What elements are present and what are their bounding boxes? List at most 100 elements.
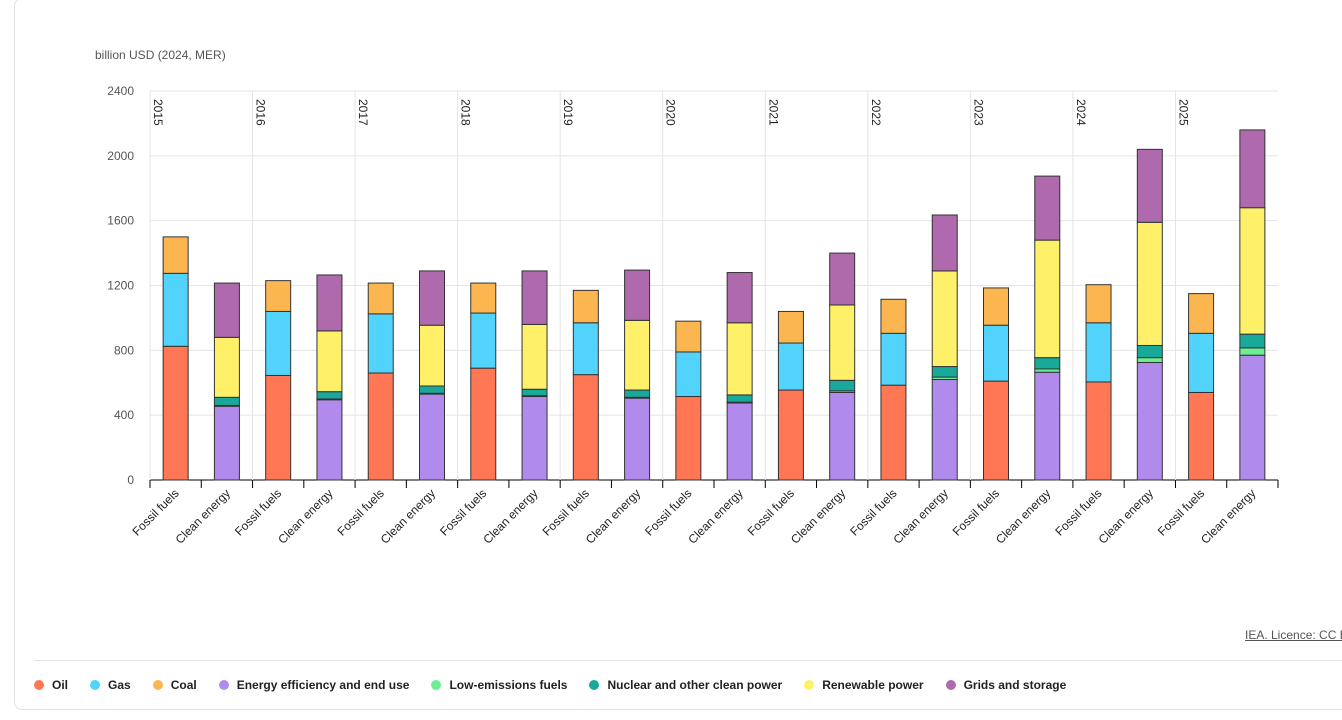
bar-segment-oil[interactable] — [983, 380, 1009, 481]
bar-segment-energy-efficiency-and-end-use[interactable] — [829, 391, 856, 481]
legend-item[interactable]: Low-emissions fuels — [431, 678, 567, 692]
bar-segment-nuclear-and-other-clean-power[interactable] — [726, 394, 753, 403]
bar-segment-grids-and-storage[interactable] — [419, 270, 445, 326]
bar-segment-renewable-power[interactable] — [624, 319, 651, 391]
bar-segment-energy-efficiency-and-end-use[interactable] — [624, 397, 651, 481]
legend-item[interactable]: Grids and storage — [945, 678, 1066, 692]
bar-segment-gas[interactable] — [162, 272, 189, 347]
bar-segment-energy-efficiency-and-end-use[interactable] — [1239, 354, 1266, 481]
bar-segment-nuclear-and-other-clean-power[interactable] — [213, 396, 240, 406]
bar-segment-energy-efficiency-and-end-use[interactable] — [316, 399, 343, 481]
bar-segment-grids-and-storage[interactable] — [213, 282, 240, 338]
bar-segment-oil[interactable] — [777, 389, 804, 481]
bar-segment-gas[interactable] — [572, 322, 599, 376]
source-licence-link[interactable]: IEA. Licence: CC BY 4.0 — [1245, 628, 1342, 642]
bar-segment-oil[interactable] — [1188, 391, 1215, 481]
bar-segment-energy-efficiency-and-end-use[interactable] — [931, 379, 958, 481]
bar-segment-gas[interactable] — [880, 332, 907, 386]
bar-segment-coal[interactable] — [162, 236, 189, 274]
legend-item[interactable]: Oil — [34, 678, 68, 692]
bar-segment-energy-efficiency-and-end-use[interactable] — [726, 402, 753, 481]
bar-segment-oil[interactable] — [1085, 381, 1112, 481]
bar-segment-oil[interactable] — [675, 396, 702, 481]
bar-segment-renewable-power[interactable] — [931, 270, 958, 368]
bar-segment-coal[interactable] — [1085, 284, 1112, 324]
bar-segment-gas[interactable] — [1085, 322, 1112, 383]
bar-segment-coal[interactable] — [367, 282, 394, 315]
bar-segment-coal[interactable] — [1188, 293, 1215, 334]
bar-segment-oil[interactable] — [470, 367, 497, 481]
bar-segment-gas[interactable] — [265, 310, 292, 376]
bar-segment-gas[interactable] — [367, 313, 394, 374]
bar-segment-low-emissions-fuels[interactable] — [1239, 347, 1266, 356]
bar-segment-energy-efficiency-and-end-use[interactable] — [1136, 361, 1163, 481]
bar-segment-nuclear-and-other-clean-power[interactable] — [931, 366, 958, 378]
bar-segment-grids-and-storage[interactable] — [726, 272, 753, 324]
bar-segment-low-emissions-fuels[interactable] — [1136, 357, 1163, 363]
x-tick-label: Fossil fuels — [540, 486, 592, 538]
bar-segment-oil[interactable] — [162, 345, 189, 481]
bar-segment-renewable-power[interactable] — [726, 322, 753, 396]
year-label: 2017 — [356, 99, 370, 126]
y-tick-label: 400 — [114, 408, 134, 422]
bar-segment-coal[interactable] — [572, 289, 599, 324]
bar-segment-grids-and-storage[interactable] — [1034, 175, 1061, 241]
year-label: 2016 — [254, 99, 268, 126]
legend-label: Oil — [52, 678, 69, 692]
bar-segment-grids-and-storage[interactable] — [829, 252, 856, 306]
bar-segment-nuclear-and-other-clean-power[interactable] — [1034, 357, 1061, 370]
bar-segment-nuclear-and-other-clean-power[interactable] — [624, 389, 651, 398]
bar-segment-energy-efficiency-and-end-use[interactable] — [419, 393, 445, 481]
bar-segment-gas[interactable] — [470, 312, 497, 369]
legend-dot-icon — [804, 680, 815, 690]
bar-segment-coal[interactable] — [880, 298, 907, 334]
bar-segment-coal[interactable] — [470, 282, 497, 314]
bar-segment-grids-and-storage[interactable] — [1239, 129, 1266, 209]
legend-item[interactable]: Renewable power — [804, 678, 924, 692]
x-tick-label: Fossil fuels — [847, 486, 899, 538]
bar-segment-coal[interactable] — [983, 287, 1009, 326]
bar-segment-gas[interactable] — [777, 342, 804, 391]
x-tick-label: Clean energy — [1198, 486, 1258, 546]
bar-segment-gas[interactable] — [1188, 332, 1215, 393]
bar-segment-oil[interactable] — [572, 374, 599, 481]
bar-segment-energy-efficiency-and-end-use[interactable] — [1034, 371, 1061, 481]
bar-segment-grids-and-storage[interactable] — [931, 214, 958, 272]
bar-segment-energy-efficiency-and-end-use[interactable] — [213, 405, 240, 481]
legend-item[interactable]: Energy efficiency and end use — [218, 678, 409, 692]
bar-segment-renewable-power[interactable] — [1034, 239, 1061, 359]
legend-label: Nuclear and other clean power — [607, 678, 783, 692]
bar-segment-renewable-power[interactable] — [316, 330, 343, 393]
bar-segment-nuclear-and-other-clean-power[interactable] — [1136, 344, 1163, 359]
bar-segment-coal[interactable] — [777, 310, 804, 344]
bar-segment-gas[interactable] — [675, 351, 702, 398]
year-label: 2015 — [151, 99, 165, 126]
bar-segment-renewable-power[interactable] — [419, 324, 445, 387]
bar-segment-oil[interactable] — [265, 374, 292, 481]
legend-item[interactable]: Nuclear and other clean power — [589, 678, 782, 692]
bar-segment-nuclear-and-other-clean-power[interactable] — [316, 391, 343, 400]
bar-segment-renewable-power[interactable] — [829, 304, 856, 381]
bar-segment-renewable-power[interactable] — [1136, 221, 1163, 346]
bar-segment-coal[interactable] — [675, 320, 702, 353]
bar-segment-coal[interactable] — [265, 280, 292, 312]
year-label: 2021 — [766, 99, 780, 126]
bar-segment-renewable-power[interactable] — [521, 323, 548, 390]
bar-segment-grids-and-storage[interactable] — [316, 274, 343, 332]
bar-segment-grids-and-storage[interactable] — [624, 269, 651, 321]
bar-segment-nuclear-and-other-clean-power[interactable] — [829, 379, 856, 392]
legend-item[interactable]: Gas — [90, 678, 131, 692]
legend-dot-icon — [945, 680, 956, 690]
bar-segment-nuclear-and-other-clean-power[interactable] — [1239, 333, 1266, 349]
bar-segment-energy-efficiency-and-end-use[interactable] — [521, 396, 548, 481]
bar-segment-renewable-power[interactable] — [1239, 207, 1266, 335]
bar-segment-nuclear-and-other-clean-power[interactable] — [521, 388, 548, 397]
bar-segment-nuclear-and-other-clean-power[interactable] — [419, 385, 445, 394]
bar-segment-oil[interactable] — [367, 372, 394, 481]
legend-item[interactable]: Coal — [152, 678, 197, 692]
bar-segment-oil[interactable] — [880, 384, 907, 481]
bar-segment-grids-and-storage[interactable] — [1136, 148, 1163, 223]
bar-segment-grids-and-storage[interactable] — [521, 270, 548, 325]
bar-segment-renewable-power[interactable] — [213, 336, 240, 398]
bar-segment-gas[interactable] — [983, 324, 1009, 382]
